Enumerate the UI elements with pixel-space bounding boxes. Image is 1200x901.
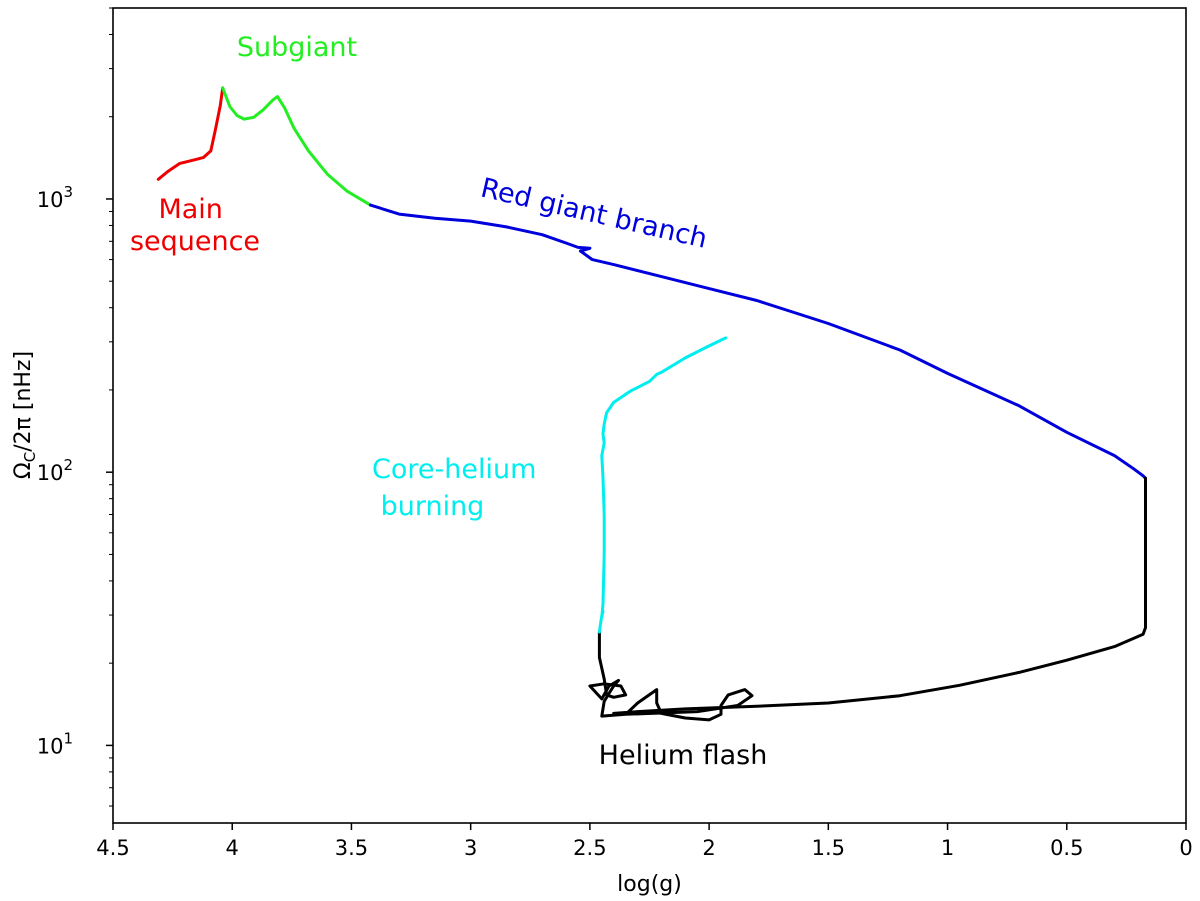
y-tick-label: 101 [37,729,73,758]
x-tick-label: 2 [702,836,715,860]
y-axis-label-main: Ω [11,462,36,479]
series-line-main-sequence [156,86,225,181]
x-tick-label: 1 [941,836,954,860]
plot-area [112,7,1187,824]
x-tick-label: 3.5 [335,836,368,860]
y-tick-label: 103 [37,183,73,212]
axes-frame [112,7,1187,824]
x-tick-label: 4.5 [96,836,129,860]
x-tick-label: 0.5 [1050,836,1083,860]
series-line-helium-flash [588,476,1147,722]
x-tick-label: 0 [1179,836,1192,860]
series-line-subgiant [221,86,372,207]
annotation-core-helium-line1: Core-helium [372,454,536,485]
y-axis-label-subscript: C [21,452,39,462]
y-axis-label-rest: /2π [nHz] [11,351,36,452]
series-line-red-giant-branch [369,203,1147,480]
annotation-subgiant: Subgiant [237,32,357,63]
annotation-core-helium-burning: Core-helium burning [372,454,545,522]
x-tick-label: 3 [464,836,477,860]
x-tick-label: 2.5 [573,836,606,860]
series-layer [156,86,1147,722]
y-tick-label: 102 [37,456,73,485]
annotation-main-sequence: Main sequence [130,194,260,257]
x-axis: 4.5 4 3.5 3 2.5 2 1.5 1 0.5 0 [96,823,1193,860]
x-tick-label: 4 [226,836,239,860]
y-axis-label: ΩC/2π [nHz] [11,351,39,479]
annotation-main-sequence-line2: sequence [130,226,260,257]
y-axis: 101 102 103 [37,7,113,807]
annotation-main-sequence-line1: Main [158,194,222,225]
annotation-helium-flash: Helium flash [599,740,768,771]
x-tick-label: 1.5 [812,836,845,860]
annotation-core-helium-line2: burning [372,491,484,522]
x-axis-label: log(g) [617,872,682,897]
series-line-core-helium-burning [597,336,728,634]
